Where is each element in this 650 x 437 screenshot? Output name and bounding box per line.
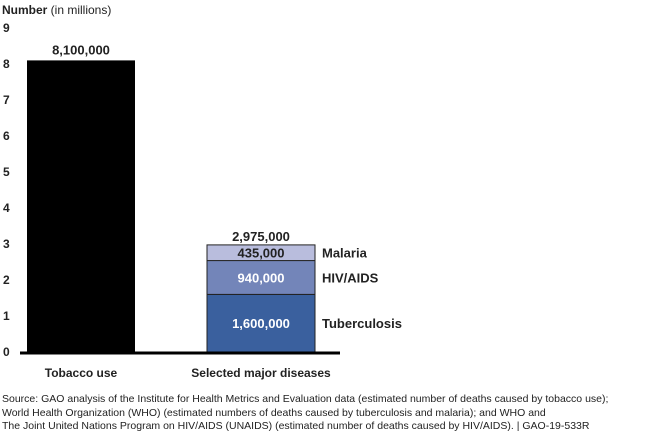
y-tick-label: 5 <box>3 165 10 179</box>
data-label-segment: 1,600,000 <box>232 316 290 331</box>
chart: Number (in millions) 0 1 2 3 4 5 6 7 8 9 8,100,000… <box>2 3 402 380</box>
y-tick-label: 2 <box>3 273 10 287</box>
y-tick-label: 7 <box>3 93 10 107</box>
y-tick-label: 0 <box>3 345 10 359</box>
bar-segment-hivaids <box>206 260 316 295</box>
x-tick-label: Selected major diseases <box>191 366 331 380</box>
y-tick-label: 9 <box>3 21 10 35</box>
source-note: Source: GAO analysis of the Institute fo… <box>2 393 609 432</box>
data-label-segment: 435,000 <box>238 246 285 261</box>
y-tick-label: 6 <box>3 129 10 143</box>
y-tick-label: 4 <box>3 201 10 215</box>
y-tick-label: 1 <box>3 309 10 323</box>
bar-tobacco <box>27 60 135 353</box>
series-label: Malaria <box>322 246 368 261</box>
series-label: HIV/AIDS <box>322 270 379 285</box>
y-tick-label: 3 <box>3 237 10 251</box>
x-tick-label: Tobacco use <box>45 366 118 380</box>
y-axis-title: Number (in millions) <box>2 3 111 17</box>
bar-segment-tuberculosis <box>206 293 316 353</box>
data-label-segment: 940,000 <box>238 270 285 285</box>
data-label-total: 2,975,000 <box>232 229 290 244</box>
data-label-tobacco: 8,100,000 <box>52 42 110 57</box>
series-label: Tuberculosis <box>322 316 402 331</box>
bar-segment-malaria <box>206 244 316 262</box>
y-tick-label: 8 <box>3 57 10 71</box>
